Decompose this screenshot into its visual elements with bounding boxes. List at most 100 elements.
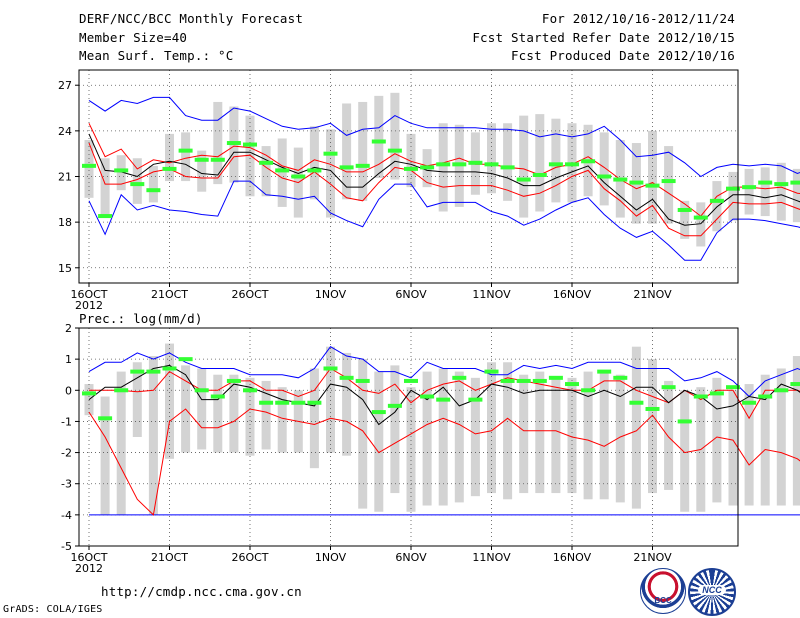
precip-box-day-19 [374,371,384,512]
temp-ytick-label: 24 [58,125,72,138]
temp-box-day-29 [535,114,545,212]
precip-mean-marker-day-20 [387,403,402,408]
precip-box-day-8 [197,368,207,450]
temp-box-day-13 [277,138,287,207]
temp-year-label: 2012 [75,299,103,312]
precip-mean-marker-day-27 [500,378,515,383]
precip-xtick-label: 1NOV [315,551,347,564]
precip-box-day-29 [535,371,545,494]
precip-median-line [88,364,800,426]
precip-box-day-42 [744,384,754,506]
precip-mean-marker-day-26 [484,369,499,374]
temp-box-day-2 [100,158,110,217]
precip-mean-marker-day-29 [532,378,547,383]
temp-box-day-15 [309,126,319,200]
temp-mean-marker-day-32 [581,159,596,164]
forecast-period: For 2012/10/16-2012/11/24 [541,11,735,26]
precip-mean-marker-day-44 [774,388,789,393]
precip-mean-marker-day-10 [226,378,241,383]
temp-mean-marker-day-9 [210,157,225,162]
temp-xtick-label: 6NOV [395,288,427,301]
precip-mean-marker-day-9 [210,394,225,399]
precip-mean-marker-day-30 [548,375,563,380]
precip-xtick-label: 6NOV [395,551,427,564]
precip-box-day-38 [680,390,690,512]
precip-xtick-label: 26OCT [231,551,268,564]
temp-mean-marker-day-14 [291,174,306,179]
temp-mean-marker-day-22 [420,165,435,170]
temp-box-day-45 [792,168,800,223]
precip-mean-marker-day-14 [291,400,306,405]
temp-mean-marker-day-7 [178,148,193,153]
precip-box-day-12 [261,380,271,450]
temp-mean-marker-day-18 [355,163,370,168]
precip-box-day-10 [229,374,239,453]
temp-box-day-38 [680,200,690,239]
precip-mean-marker-day-36 [645,406,660,411]
temp-mean-marker-day-38 [677,207,692,212]
temp-mean-marker-day-27 [500,165,515,170]
precip-box-day-45 [792,356,800,506]
precip-box-day-32 [583,371,593,500]
precip-box-day-36 [648,359,657,494]
precip-mean-marker-day-8 [194,388,209,393]
temp-box-day-3 [116,155,126,191]
precip-ytick-label: -2 [61,447,72,460]
precip-mean-marker-day-25 [468,397,483,402]
ncc-logo: NCC [688,568,736,616]
precip-box-day-5 [148,356,158,515]
precip-box-day-30 [551,377,561,494]
precip-box-day-1 [84,384,94,416]
temp-mean-marker-day-30 [548,162,563,167]
temp-mean-marker-day-16 [323,151,338,156]
precip-xtick-label: 16OCT [70,551,107,564]
temp-box-day-19 [374,95,384,179]
temp-min-line [88,180,800,261]
precip-box-day-33 [599,371,609,500]
temp-mean-marker-day-4 [130,182,145,187]
precip-frame [78,327,739,547]
precip-ytick-label: 0 [65,384,72,397]
temp-ytick-label: 27 [58,79,72,92]
precip-mean-marker-day-19 [371,410,386,415]
precip-mean-marker-day-4 [130,369,145,374]
precip-mean-marker-day-38 [677,419,692,424]
temp-box-day-40 [712,181,722,232]
temp-box-day-43 [760,167,770,217]
precip-box-day-25 [470,377,480,497]
temp-mean-marker-day-11 [243,142,257,147]
temp-xtick-label: 16NOV [553,288,592,301]
temp-mean-marker-day-26 [484,162,499,167]
temp-mean-marker-day-2 [98,214,113,219]
temp-mean-marker-day-29 [532,172,547,177]
precip-mean-marker-day-6 [162,366,177,371]
precip-mean-marker-day-34 [613,375,628,380]
temp-mean-marker-day-17 [339,165,354,170]
temp-box-day-33 [599,132,609,206]
precip-lower-line [88,408,800,516]
precip-mean-marker-day-23 [436,397,451,402]
temp-box-day-20 [390,92,400,180]
precip-box-day-18 [358,359,368,509]
precip-box-day-16 [326,346,335,453]
temp-box-day-42 [744,168,754,215]
precip-mean-marker-day-1 [82,391,96,396]
precip-xtick-label: 21NOV [633,551,672,564]
bcc-logo: BCC [640,568,686,614]
temp-mean-marker-day-36 [645,183,660,188]
temp-box-day-16 [326,129,335,218]
temp-mean-marker-day-5 [146,188,161,193]
precip-mean-marker-day-28 [516,378,531,383]
precip-ytick-label: 2 [65,322,72,335]
precip-box-day-3 [116,371,126,515]
temp-mean-marker-day-10 [226,141,241,146]
precip-box-day-31 [567,377,577,494]
forecast-title: DERF/NCC/BCC Monthly Forecast [79,11,304,26]
temp-mean-marker-day-39 [693,215,708,220]
precip-mean-marker-day-13 [275,400,290,405]
temp-xtick-label: 11NOV [472,288,511,301]
precip-box-day-34 [615,374,625,503]
temp-mean-marker-day-12 [259,160,274,165]
precip-box-day-15 [309,368,319,469]
member-size-label: Member Size=40 [79,30,188,45]
